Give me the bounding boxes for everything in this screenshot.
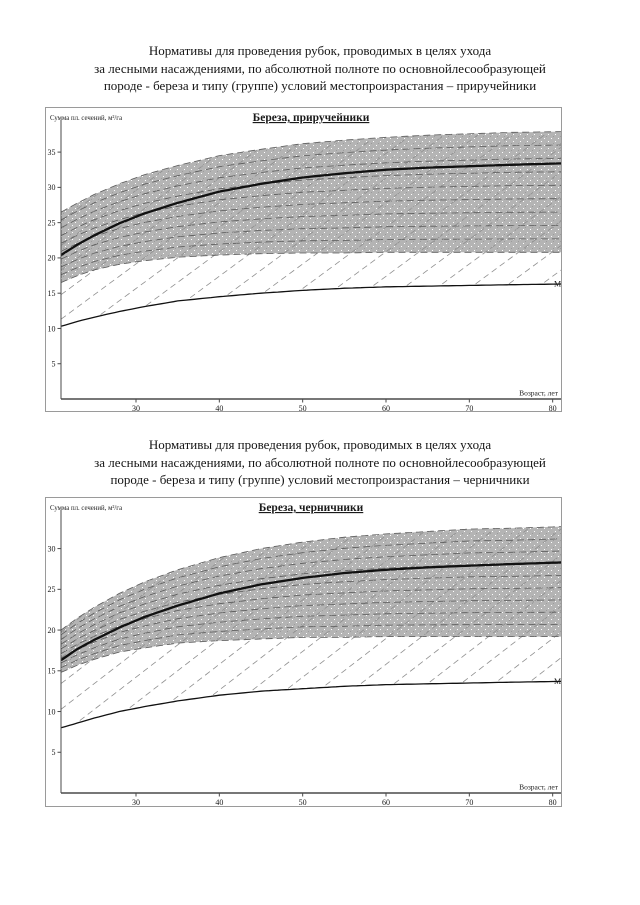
y-tick-label: 25 (48, 218, 56, 227)
x-tick-label: 50 (299, 404, 307, 411)
care-zone-band (61, 526, 561, 673)
diagonal-guide-line (360, 528, 561, 684)
care-zone-band (61, 131, 561, 283)
chart-2-frame: М 30 40 50 60 70 80 5 10 15 20 25 30 Сумма пл. сечени… (45, 497, 562, 807)
y-tick-label: 5 (52, 748, 56, 757)
diagonal-guide-line (79, 541, 312, 721)
diagonal-guide-line (264, 134, 478, 292)
diagonal-guide-line (146, 139, 372, 306)
minimum-stocking-curve (60, 680, 561, 729)
heading-line: породе - береза и типу (группе) условий … (110, 472, 530, 487)
diagonal-guide-line (60, 150, 258, 296)
diagonal-guide-line (100, 140, 337, 315)
minimum-stocking-curve (60, 283, 561, 327)
minimum-curve-label: М (554, 677, 561, 686)
y-tick-label: 20 (48, 626, 56, 635)
chart-2-canvas: М 30 40 50 60 70 80 5 10 15 20 25 30 Сумма пл. сечени… (48, 502, 561, 806)
x-tick-label: 40 (215, 798, 223, 806)
heading-line: Нормативы для проведения рубок, проводим… (148, 43, 492, 58)
diagonal-guide-line (60, 145, 297, 320)
minimum-curve-label: М (554, 280, 561, 289)
section-2-heading: Нормативы для проведения рубок, проводим… (0, 436, 640, 489)
diagonal-guide-line (429, 580, 561, 683)
heading-line: за лесными насаждениями, по абсолютной п… (94, 454, 546, 470)
diagonal-guide-line (475, 220, 561, 285)
y-tick-label: 10 (48, 324, 56, 333)
x-tick-label: 40 (215, 404, 223, 411)
y-tick-label: 10 (48, 707, 56, 716)
x-axis-title: Возраст, лет (519, 389, 559, 398)
diagonal-guide-line (325, 528, 528, 686)
y-tick-label: 30 (48, 183, 56, 192)
section-1-heading: Нормативы для проведения рубок, проводим… (0, 42, 640, 95)
diagonal-guide-line (394, 554, 561, 684)
x-tick-label: 30 (132, 798, 140, 806)
chart-title: Береза, черничники (259, 502, 364, 514)
heading-line: за лесными насаждениями, по абсолютной п… (94, 60, 546, 76)
normal-stocking-curve (60, 162, 561, 257)
y-tick-label: 20 (48, 254, 56, 263)
diagonal-guide-line (212, 531, 424, 696)
diagonal-guide-line (60, 193, 99, 222)
y-tick-label: 30 (48, 544, 56, 553)
stocking-curve-fan (60, 526, 561, 673)
y-tick-label: 15 (48, 289, 56, 298)
diagonal-guide-line (60, 170, 164, 246)
x-tick-label: 60 (382, 798, 390, 806)
diagonal-guide-line (60, 157, 214, 271)
diagonal-guide-line (252, 530, 460, 691)
diagonal-guide-line (531, 657, 561, 681)
diagonal-guide-line (498, 631, 561, 681)
diagonal-guide-line (508, 245, 561, 285)
y-tick-label: 15 (48, 667, 56, 676)
y-tick-label: 25 (48, 585, 56, 594)
chart-1-frame: М 30 40 50 60 70 80 5 10 15 20 25 30 35 Сумма пл. сече… (45, 107, 562, 412)
stocking-curve-fan (60, 131, 561, 283)
diagonal-guide-line (60, 572, 172, 659)
heading-line: Нормативы для проведения рубок, проводим… (148, 437, 492, 452)
x-tick-label: 30 (132, 404, 140, 411)
diagonal-guide-line (60, 557, 224, 684)
x-tick-label: 70 (465, 798, 473, 806)
diagonal-guide-line (60, 614, 85, 633)
y-tick-label: 35 (48, 148, 56, 157)
x-axis-title: Возраст, лет (519, 783, 559, 792)
heading-line: породе - береза и типу (группе) условий … (103, 78, 537, 93)
y-axis-title: Сумма пл. сечений, м²/га (50, 505, 122, 512)
x-tick-label: 70 (465, 404, 473, 411)
normal-stocking-curve (60, 561, 561, 662)
diagonal-guide-line (287, 528, 495, 689)
diagonal-guide-line (406, 171, 561, 286)
diagonal-guide-line (544, 269, 561, 283)
diagonal-guide-line (462, 606, 561, 683)
x-tick-label: 80 (549, 404, 557, 411)
x-tick-label: 60 (382, 404, 390, 411)
x-tick-label: 80 (549, 798, 557, 806)
y-tick-label: 5 (52, 360, 56, 369)
diagonal-guide-line (302, 133, 514, 289)
chart-title: Береза, приручейники (253, 112, 370, 124)
y-axis-title: Сумма пл. сечений, м²/га (50, 115, 122, 122)
chart-1-canvas: М 30 40 50 60 70 80 5 10 15 20 25 30 35 Сумма пл. сече… (48, 112, 561, 411)
diagonal-guide-line (129, 536, 351, 709)
x-tick-label: 50 (299, 798, 307, 806)
diagonal-guide-line (442, 196, 561, 285)
diagonal-guide-line (337, 133, 547, 288)
diagonal-guide-line (189, 136, 410, 299)
diagonal-guide-line (373, 147, 561, 286)
